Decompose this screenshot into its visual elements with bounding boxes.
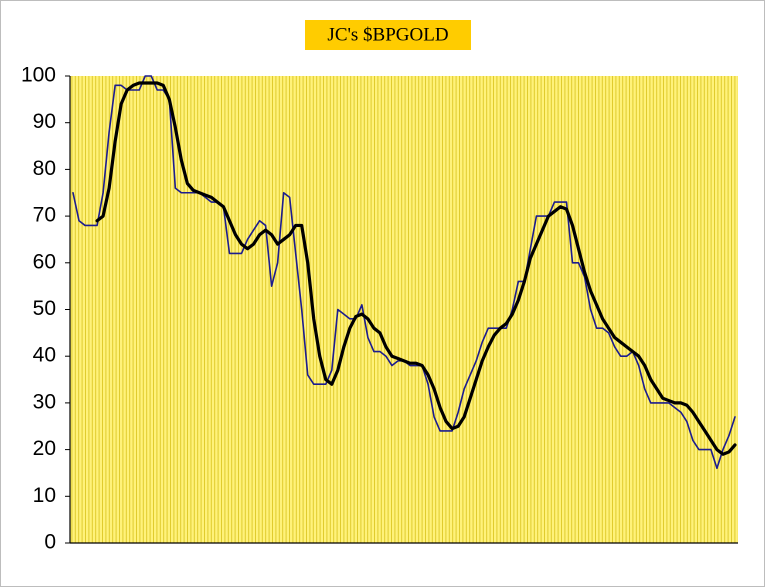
y-tick-label: 90: [33, 110, 56, 133]
plot-area: [70, 76, 738, 543]
series-line: [95, 81, 737, 456]
y-tick-label: 50: [33, 297, 56, 320]
y-tick-label: 80: [33, 157, 56, 180]
y-tick-label: 60: [33, 250, 56, 273]
y-tick-label: 100: [21, 64, 56, 87]
y-tick-label: 20: [33, 437, 56, 460]
chart-title: JC's $BPGOLD: [327, 24, 448, 45]
y-tick-label: 30: [33, 390, 56, 413]
title-box: [305, 20, 471, 50]
y-tick-label: 70: [33, 204, 56, 227]
y-tick-label: 0: [44, 531, 56, 554]
y-tick-label: 40: [33, 344, 56, 367]
y-tick-label: 10: [33, 484, 56, 507]
